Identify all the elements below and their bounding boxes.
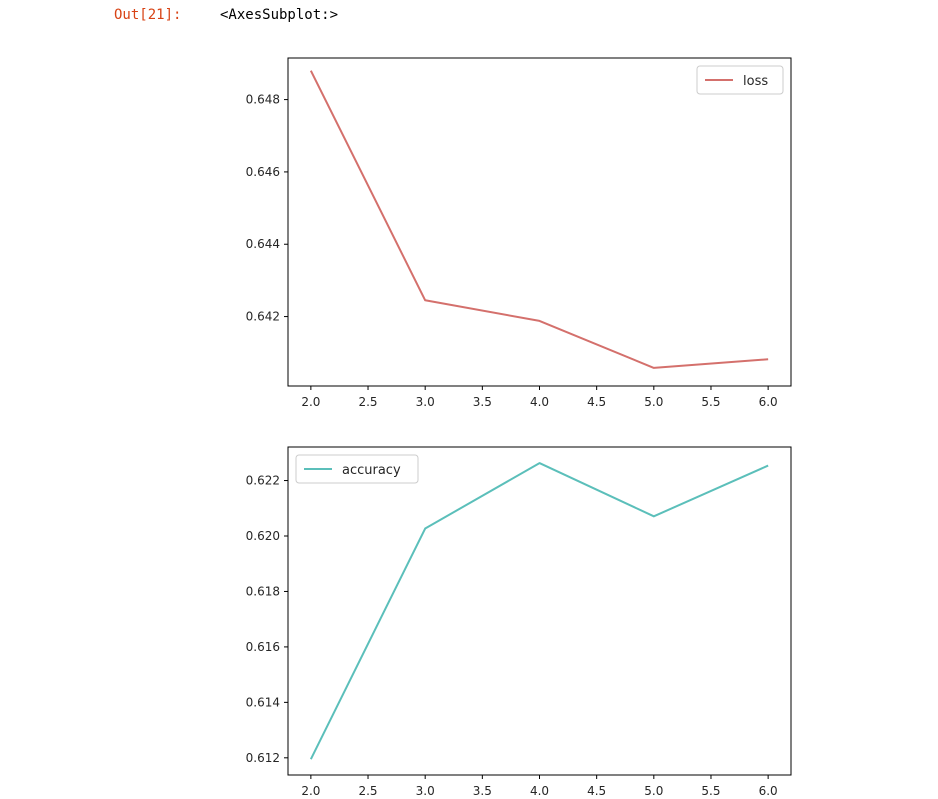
y-tick-label: 0.618 xyxy=(246,584,280,598)
x-tick-label: 5.5 xyxy=(701,395,720,409)
legend: accuracy xyxy=(295,454,419,484)
x-tick-label: 3.0 xyxy=(416,395,435,409)
y-tick-label: 0.620 xyxy=(246,529,280,543)
x-tick-label: 2.0 xyxy=(301,395,320,409)
axes-frame xyxy=(287,57,792,387)
y-tick-label: 0.616 xyxy=(246,640,280,654)
subplot-1: 2.0 2.5 3.0 3.5 4.0 4.5 5.0 5.5 6.0 0.642 0.644 0.6… xyxy=(246,57,792,409)
subplot-2: 2.0 2.5 3.0 3.5 4.0 4.5 5.0 5.5 6.0 0.612 0.614 0.6… xyxy=(246,446,792,798)
x-tick-label: 2.5 xyxy=(358,395,377,409)
y-tick-label: 0.646 xyxy=(246,165,280,179)
x-tick-label: 4.0 xyxy=(530,395,549,409)
y-tick-label: 0.622 xyxy=(246,474,280,488)
y-tick-label: 0.612 xyxy=(246,751,280,765)
legend: loss xyxy=(696,65,784,95)
y-tick-label: 0.642 xyxy=(246,310,280,324)
axes-frame xyxy=(287,446,792,776)
x-tick-label: 3.0 xyxy=(416,784,435,798)
x-tick-label: 3.5 xyxy=(473,395,492,409)
x-tick-label: 6.0 xyxy=(759,395,778,409)
x-tick-label: 5.5 xyxy=(701,784,720,798)
x-tick-label: 2.5 xyxy=(358,784,377,798)
x-tick-label: 6.0 xyxy=(759,784,778,798)
x-tick-label: 5.0 xyxy=(644,784,663,798)
x-tick-label: 5.0 xyxy=(644,395,663,409)
legend-box xyxy=(295,454,419,484)
y-tick-label: 0.644 xyxy=(246,237,280,251)
x-tick-label: 4.5 xyxy=(587,395,606,409)
legend-box xyxy=(696,65,784,95)
y-tick-label: 0.648 xyxy=(246,93,280,107)
x-tick-label: 4.5 xyxy=(587,784,606,798)
x-tick-label: 4.0 xyxy=(530,784,549,798)
x-tick-label: 2.0 xyxy=(301,784,320,798)
output-text: <AxesSubplot:> xyxy=(220,7,339,23)
series-line-accuracy xyxy=(309,462,769,760)
y-tick-label: 0.614 xyxy=(246,695,280,709)
legend-label-accuracy: accuracy xyxy=(342,463,401,478)
series-line-loss xyxy=(309,70,769,369)
legend-label-loss: loss xyxy=(743,74,768,89)
x-tick-label: 3.5 xyxy=(473,784,492,798)
output-prompt: Out[21]: xyxy=(114,7,182,23)
